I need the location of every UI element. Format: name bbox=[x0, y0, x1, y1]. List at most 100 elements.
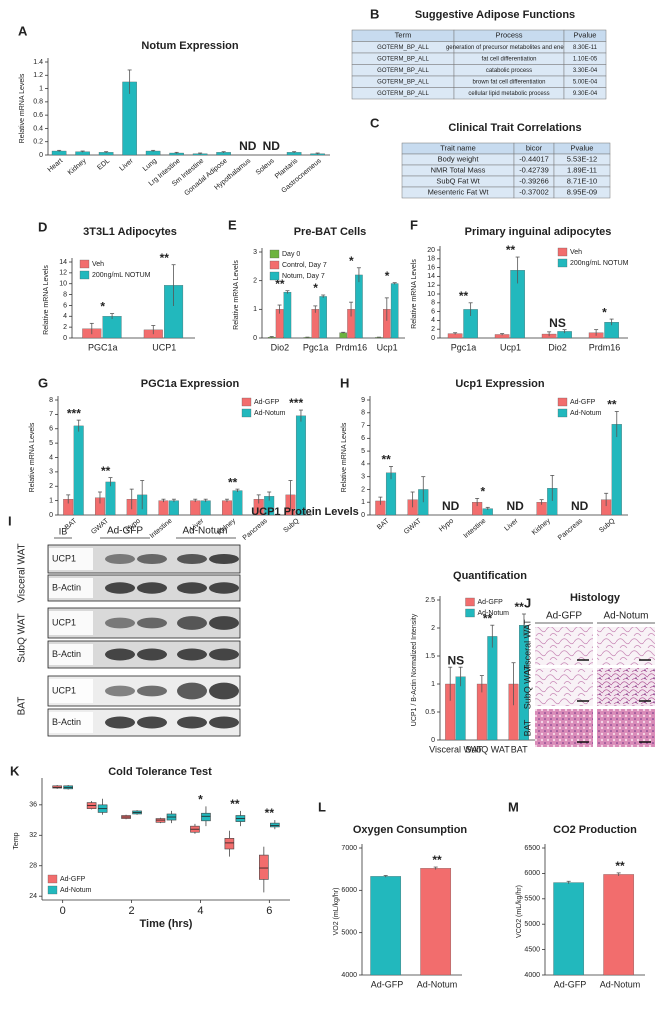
box bbox=[201, 812, 211, 822]
label-bg bbox=[49, 578, 93, 598]
x-tick-label: 2 bbox=[128, 905, 134, 917]
y-tick-label: 0.6 bbox=[33, 112, 43, 119]
legend-label: Control, Day 7 bbox=[282, 262, 327, 269]
label-bg bbox=[49, 548, 93, 570]
y-tick-label: 4 bbox=[361, 461, 365, 468]
y-axis-label: Relative mRNA Levels bbox=[19, 73, 26, 143]
x-tick-label: 0 bbox=[60, 905, 66, 917]
y-tick-label: 9 bbox=[361, 397, 365, 404]
bar bbox=[611, 424, 622, 516]
significance: * bbox=[349, 254, 354, 268]
x-tick-label: Heart bbox=[47, 158, 65, 174]
blot-band bbox=[177, 716, 207, 729]
blot-band bbox=[105, 648, 135, 661]
histology-image bbox=[535, 627, 593, 665]
significance: ** bbox=[607, 398, 617, 412]
bar bbox=[370, 876, 402, 976]
panel-letter: C bbox=[370, 115, 380, 130]
y-tick-label: 1 bbox=[431, 681, 435, 688]
x-tick-label: UCP1 bbox=[152, 342, 176, 352]
significance: ** bbox=[615, 859, 625, 873]
y-tick-label: 4000 bbox=[524, 972, 540, 979]
significance: * bbox=[602, 305, 607, 319]
blot-band bbox=[209, 682, 239, 700]
bar bbox=[200, 500, 211, 516]
y-tick-label: 16 bbox=[427, 264, 435, 271]
table-cell-text: GOTERM_BP_ALL bbox=[377, 68, 429, 74]
y-axis-label: Relative mRNA Levels bbox=[411, 259, 418, 329]
y-tick-label: 4 bbox=[63, 313, 67, 320]
table-cell-text: SubQ Fat Wt bbox=[436, 176, 480, 185]
y-tick-label: 24 bbox=[29, 893, 37, 900]
y-tick-label: 6 bbox=[63, 302, 67, 309]
table-cell bbox=[563, 87, 607, 100]
tissue-label: SubQ WAT bbox=[17, 613, 28, 662]
blot-band bbox=[137, 685, 167, 697]
y-tick-label: 2.5 bbox=[425, 597, 435, 604]
y-tick-label: 8 bbox=[361, 410, 365, 417]
bar bbox=[168, 500, 179, 516]
panel-letter: I bbox=[8, 513, 12, 528]
panel-letter: M bbox=[508, 799, 519, 814]
table-cell-text: generation of precursor metabolites and … bbox=[446, 45, 572, 51]
y-tick-label: 0 bbox=[431, 335, 435, 342]
x-tick-label: Pancreas bbox=[557, 517, 585, 542]
chart-title: Ucp1 Expression bbox=[455, 378, 545, 390]
panel-letter: E bbox=[228, 217, 237, 232]
bar bbox=[553, 882, 585, 976]
chart-title: 3T3L1 Adipocytes bbox=[83, 226, 177, 238]
protein-label: B-Actin bbox=[52, 582, 81, 592]
significance: * bbox=[385, 269, 390, 283]
table-cell-text: 3.30E-04 bbox=[573, 68, 598, 74]
table-title: Suggestive Adipose Functions bbox=[415, 9, 575, 21]
legend-swatch bbox=[465, 608, 475, 618]
chart-title: PGC1a Expression bbox=[141, 378, 240, 390]
y-tick-label: 5 bbox=[361, 448, 365, 455]
x-tick-label: Visceral WAT bbox=[429, 744, 483, 754]
x-tick-label: SubQ bbox=[598, 517, 617, 534]
y-tick-label: 6000 bbox=[341, 887, 357, 894]
y-tick-label: 6 bbox=[431, 308, 435, 315]
chart-title: Notum Expression bbox=[141, 40, 238, 52]
x-tick-label: Intestine bbox=[463, 518, 488, 540]
y-tick-label: 8 bbox=[49, 397, 53, 404]
bar bbox=[221, 500, 232, 516]
y-axis-label: Relative mRNA Levels bbox=[29, 422, 36, 492]
legend-swatch bbox=[269, 271, 280, 281]
table-cell-text: GOTERM_BP_ALL bbox=[377, 56, 429, 62]
panel-letter: D bbox=[38, 219, 47, 234]
y-tick-label: 3 bbox=[253, 249, 257, 256]
significance: ** bbox=[381, 453, 391, 467]
significance: ** bbox=[506, 243, 516, 257]
significance: * bbox=[481, 485, 486, 499]
x-tick-label: Ad-Notum bbox=[417, 979, 458, 989]
chart-title: Cold Tolerance Test bbox=[108, 766, 212, 778]
bar bbox=[390, 283, 399, 339]
x-tick-label: Intestine bbox=[149, 518, 174, 540]
x-tick-label: Ad-GFP bbox=[371, 979, 404, 989]
bar bbox=[339, 332, 347, 339]
significance: * bbox=[313, 281, 318, 295]
x-tick-label: Lung bbox=[142, 158, 159, 173]
panel-letter: A bbox=[18, 23, 28, 38]
bar bbox=[311, 309, 320, 339]
x-tick-label: Pancreas bbox=[242, 517, 270, 542]
y-tick-label: 18 bbox=[427, 256, 435, 263]
histology-image bbox=[597, 709, 655, 747]
protein-label: UCP1 bbox=[52, 553, 76, 563]
y-tick-label: 14 bbox=[427, 273, 435, 280]
y-axis-label: VCO2 (mL/kg/hr) bbox=[516, 885, 523, 938]
x-tick-label: Hypo bbox=[438, 518, 455, 534]
y-tick-label: 6000 bbox=[524, 870, 540, 877]
table-cell-text: cellular lipid metabolic process bbox=[468, 91, 549, 97]
chart-title: Oxygen Consumption bbox=[353, 824, 468, 836]
histology-image bbox=[597, 668, 655, 706]
blot-band bbox=[177, 648, 207, 661]
table-cell-text: -0.39266 bbox=[519, 176, 549, 185]
y-tick-label: 8 bbox=[431, 300, 435, 307]
legend-label: Ad-Notum bbox=[478, 610, 510, 617]
y-tick-label: 6 bbox=[49, 426, 53, 433]
table-cell-text: 8.71E-10 bbox=[567, 176, 597, 185]
table-cell-text: 9.30E-04 bbox=[573, 91, 598, 97]
table-cell-text: 8.30E-11 bbox=[573, 45, 598, 51]
